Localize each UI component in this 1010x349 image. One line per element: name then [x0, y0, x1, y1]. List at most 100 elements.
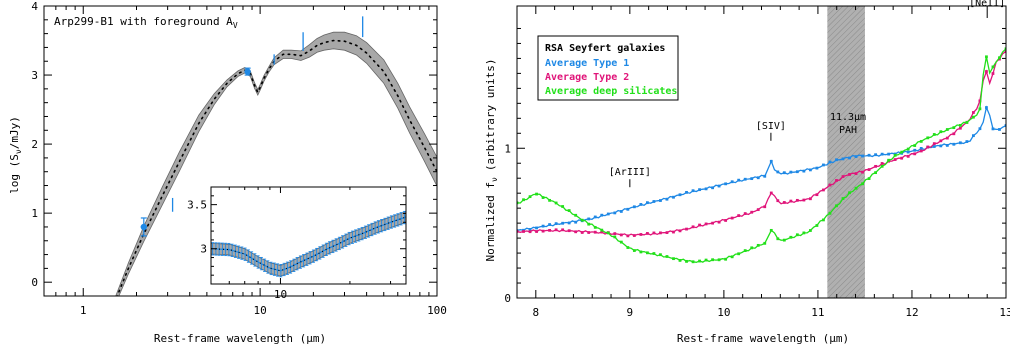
series-point	[919, 147, 923, 150]
series-point	[750, 246, 754, 250]
series-point	[665, 255, 669, 258]
x-axis-label-right: Rest-frame wavelength (μm)	[677, 332, 849, 345]
y-axis-label-right-tail: (arbitrary units)	[484, 59, 497, 172]
series-point	[822, 218, 825, 222]
series-point	[554, 201, 558, 205]
series-point	[809, 229, 812, 232]
series-point	[672, 257, 675, 261]
series-point	[958, 141, 962, 145]
series-point	[965, 140, 969, 143]
series-point	[809, 197, 812, 201]
series-point	[893, 158, 897, 161]
series-point	[600, 230, 604, 234]
axes: 1 10 100 0 1 2 3 4	[31, 0, 447, 317]
y-axis-label-sub: ν	[14, 149, 23, 154]
series-point	[756, 243, 760, 247]
series-point	[776, 170, 780, 174]
series-point	[528, 195, 532, 199]
inset-y-tick-label: 3	[200, 243, 207, 256]
legend: RSA Seyfert galaxies Average Type 1 Aver…	[537, 35, 679, 101]
line-annotations: [ArIII] [SIV] [NeII]	[609, 0, 1005, 188]
series-point	[711, 186, 714, 190]
series-point	[972, 134, 975, 138]
series-point	[985, 70, 988, 73]
series-point	[763, 205, 767, 209]
series-point	[841, 175, 845, 178]
series-line	[517, 48, 1006, 263]
series-point	[646, 251, 649, 255]
inset-chart: 10 3 3.5	[187, 186, 407, 301]
series-point	[567, 221, 571, 225]
series-point	[939, 130, 943, 134]
series-point	[789, 199, 793, 203]
series-point	[835, 204, 838, 208]
series-point	[998, 56, 1001, 60]
x-tick-label: 10	[717, 306, 730, 319]
series-point	[626, 207, 630, 211]
series-point	[998, 128, 1001, 131]
series-point	[809, 168, 812, 172]
series-point	[958, 126, 962, 130]
series-point	[698, 188, 701, 192]
inset-band-layer	[211, 211, 406, 277]
series-point	[522, 198, 525, 202]
series-point	[854, 172, 858, 175]
series-point	[659, 231, 662, 235]
series-point	[691, 225, 695, 229]
series-point	[646, 232, 649, 235]
series-point	[945, 143, 949, 147]
series-point	[802, 169, 806, 173]
x-tick-label: 100	[427, 304, 447, 317]
series-point	[711, 221, 714, 225]
series-point	[769, 159, 773, 163]
series-point	[561, 221, 565, 225]
series-point	[867, 153, 871, 157]
series-point	[795, 233, 799, 237]
series-point	[652, 200, 656, 203]
series-point	[815, 166, 819, 170]
series-point	[822, 163, 825, 167]
series-point	[978, 127, 982, 131]
series-point	[743, 177, 747, 181]
series-point	[672, 230, 675, 234]
series-point	[717, 220, 721, 224]
series-point	[978, 107, 982, 111]
series-point	[828, 211, 832, 215]
series-point	[822, 188, 825, 192]
series-point	[613, 235, 617, 239]
photometry-point	[140, 223, 148, 231]
spectra	[517, 47, 1006, 264]
series-point	[724, 257, 728, 261]
series-point	[554, 228, 558, 232]
series-point	[613, 232, 617, 236]
y-axis-label: log (Sν/mJy)	[8, 116, 23, 194]
series-point	[782, 238, 786, 242]
series-point	[919, 149, 923, 153]
x-tick-label: 8	[532, 306, 539, 319]
series-point	[1004, 124, 1006, 127]
line-label: [ArIII]	[609, 167, 651, 178]
series-point	[548, 198, 551, 202]
x-tick-label: 13	[999, 306, 1010, 319]
series-point	[606, 212, 610, 216]
series-point	[782, 201, 786, 204]
series-point	[717, 258, 721, 262]
series-point	[972, 115, 975, 119]
series-point	[789, 170, 793, 174]
model-line	[116, 39, 437, 296]
series-point	[893, 153, 897, 157]
inset-x-tick-label: 10	[274, 288, 287, 301]
series-point	[861, 170, 864, 174]
series-point	[665, 231, 669, 234]
series-point	[535, 230, 538, 233]
series-point	[672, 195, 675, 199]
series-point	[639, 233, 643, 236]
series-point	[593, 230, 597, 234]
series-point	[985, 55, 988, 59]
series-point	[861, 154, 864, 158]
series-point	[841, 197, 845, 200]
series-point	[691, 189, 695, 193]
axes-right: 8 9 10 11 12 13 0 1	[504, 6, 1010, 319]
series-point	[932, 133, 936, 136]
legend-title: RSA Seyfert galaxies	[545, 42, 665, 54]
